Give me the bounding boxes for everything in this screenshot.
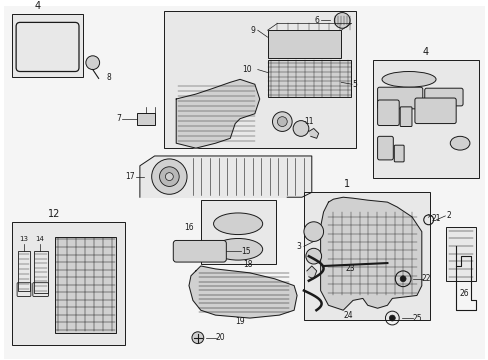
Ellipse shape [381,72,435,87]
Text: 2: 2 [446,211,451,220]
Polygon shape [306,266,316,279]
Bar [164,10,355,148]
FancyBboxPatch shape [377,136,392,160]
Text: 23: 23 [345,265,354,274]
Ellipse shape [449,136,469,150]
Circle shape [165,173,173,180]
Bar [446,227,475,281]
Polygon shape [308,129,318,138]
Text: 19: 19 [235,318,244,327]
Bar [12,222,125,345]
FancyBboxPatch shape [399,107,411,126]
Circle shape [159,167,179,186]
FancyBboxPatch shape [393,145,403,162]
Text: 12: 12 [48,209,60,219]
Text: 7: 7 [116,114,121,123]
Polygon shape [140,156,311,197]
Circle shape [192,332,203,343]
Bar [18,251,30,291]
Circle shape [388,315,394,321]
FancyBboxPatch shape [377,100,398,126]
Circle shape [334,13,349,28]
Bar [12,14,83,77]
Text: 14: 14 [35,237,44,243]
Text: 4: 4 [35,1,41,11]
Text: 6: 6 [314,16,319,25]
Bar [267,60,350,97]
Text: 26: 26 [458,289,468,298]
Ellipse shape [213,238,262,260]
Circle shape [277,117,286,126]
Circle shape [399,276,405,282]
Circle shape [86,56,100,69]
Text: 4: 4 [422,47,428,57]
Circle shape [304,222,323,242]
Bar [34,251,47,293]
Text: 3: 3 [296,242,301,251]
FancyBboxPatch shape [414,98,455,123]
Text: 5: 5 [352,80,357,89]
Polygon shape [176,79,259,148]
Bar [372,60,478,177]
Circle shape [305,248,321,264]
Text: 11: 11 [304,117,313,126]
Text: 20: 20 [215,333,225,342]
Bar [137,113,154,125]
Text: 22: 22 [421,274,430,283]
Circle shape [151,159,186,194]
Text: 15: 15 [241,247,250,256]
Bar [201,200,276,264]
Bar [267,30,341,58]
Text: 8: 8 [106,73,111,82]
Circle shape [292,121,308,136]
FancyBboxPatch shape [424,88,462,106]
Text: 16: 16 [184,223,193,232]
Circle shape [272,112,291,131]
Polygon shape [320,197,421,310]
Ellipse shape [213,213,262,235]
Text: 1: 1 [344,180,349,189]
FancyBboxPatch shape [377,87,422,109]
Text: 21: 21 [431,214,440,223]
Text: 24: 24 [343,311,352,320]
FancyBboxPatch shape [173,240,226,262]
Polygon shape [189,266,296,318]
Text: 13: 13 [20,237,28,243]
Bar [55,237,116,333]
Text: 25: 25 [411,314,421,323]
Text: 18: 18 [243,260,252,269]
Text: 10: 10 [242,65,251,74]
Text: 9: 9 [250,26,255,35]
Bar [304,192,429,320]
Text: 17: 17 [125,172,135,181]
